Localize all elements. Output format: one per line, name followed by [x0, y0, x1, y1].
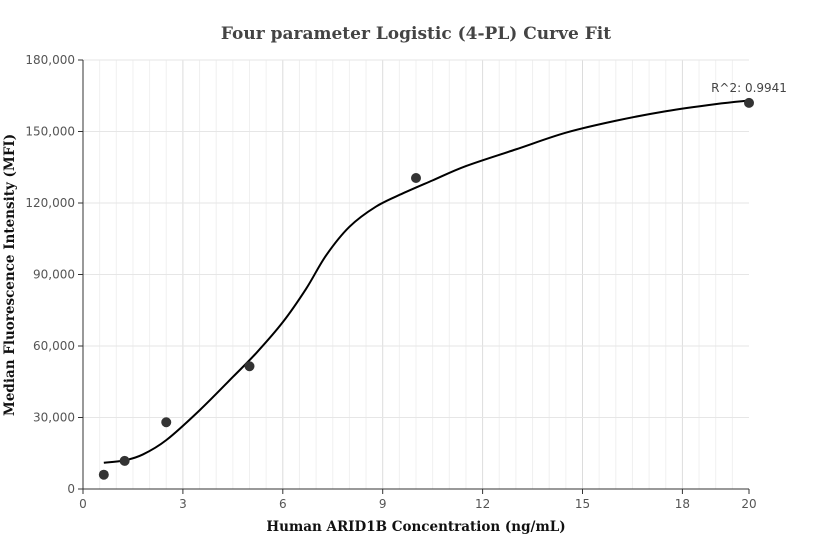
- grid: [83, 59, 749, 489]
- data-point: [161, 417, 172, 428]
- axes: [78, 59, 750, 494]
- data-point: [744, 97, 754, 108]
- data-point: [98, 469, 109, 480]
- y-tick-label: 150,000: [25, 125, 75, 139]
- x-tick-label: 0: [79, 497, 87, 511]
- data-point: [119, 455, 130, 466]
- x-tick-label: 15: [575, 497, 590, 511]
- y-tick-label: 30,000: [33, 411, 75, 425]
- x-tick-label: 9: [379, 497, 387, 511]
- x-tick-label: 12: [475, 497, 490, 511]
- x-tick-label: 18: [675, 497, 690, 511]
- chart-title: Four parameter Logistic (4-PL) Curve Fit: [221, 24, 611, 44]
- x-axis-title: Human ARID1B Concentration (ng/mL): [266, 519, 565, 535]
- data-point: [244, 361, 255, 372]
- y-tick-label: 180,000: [25, 53, 75, 67]
- x-tick-label: 6: [279, 497, 287, 511]
- tick-labels: 0 30,000 60,000 90,000 120,000 150,000 180,000…: [25, 53, 756, 511]
- data-points: [98, 97, 754, 480]
- x-tick-label: 3: [179, 497, 187, 511]
- data-point: [411, 172, 421, 183]
- r-squared-annotation: R^2: 0.9941: [711, 81, 787, 95]
- y-axis-title: Median Fluorescence Intensity (MFI): [2, 134, 18, 416]
- x-tick-label: 20: [741, 497, 756, 511]
- y-tick-label: 120,000: [25, 196, 75, 210]
- y-tick-label: 0: [67, 482, 75, 496]
- fit-curve: [103, 99, 750, 464]
- y-tick-label: 90,000: [33, 268, 75, 282]
- fit-curve-layer: [103, 99, 750, 464]
- y-tick-label: 60,000: [33, 339, 75, 353]
